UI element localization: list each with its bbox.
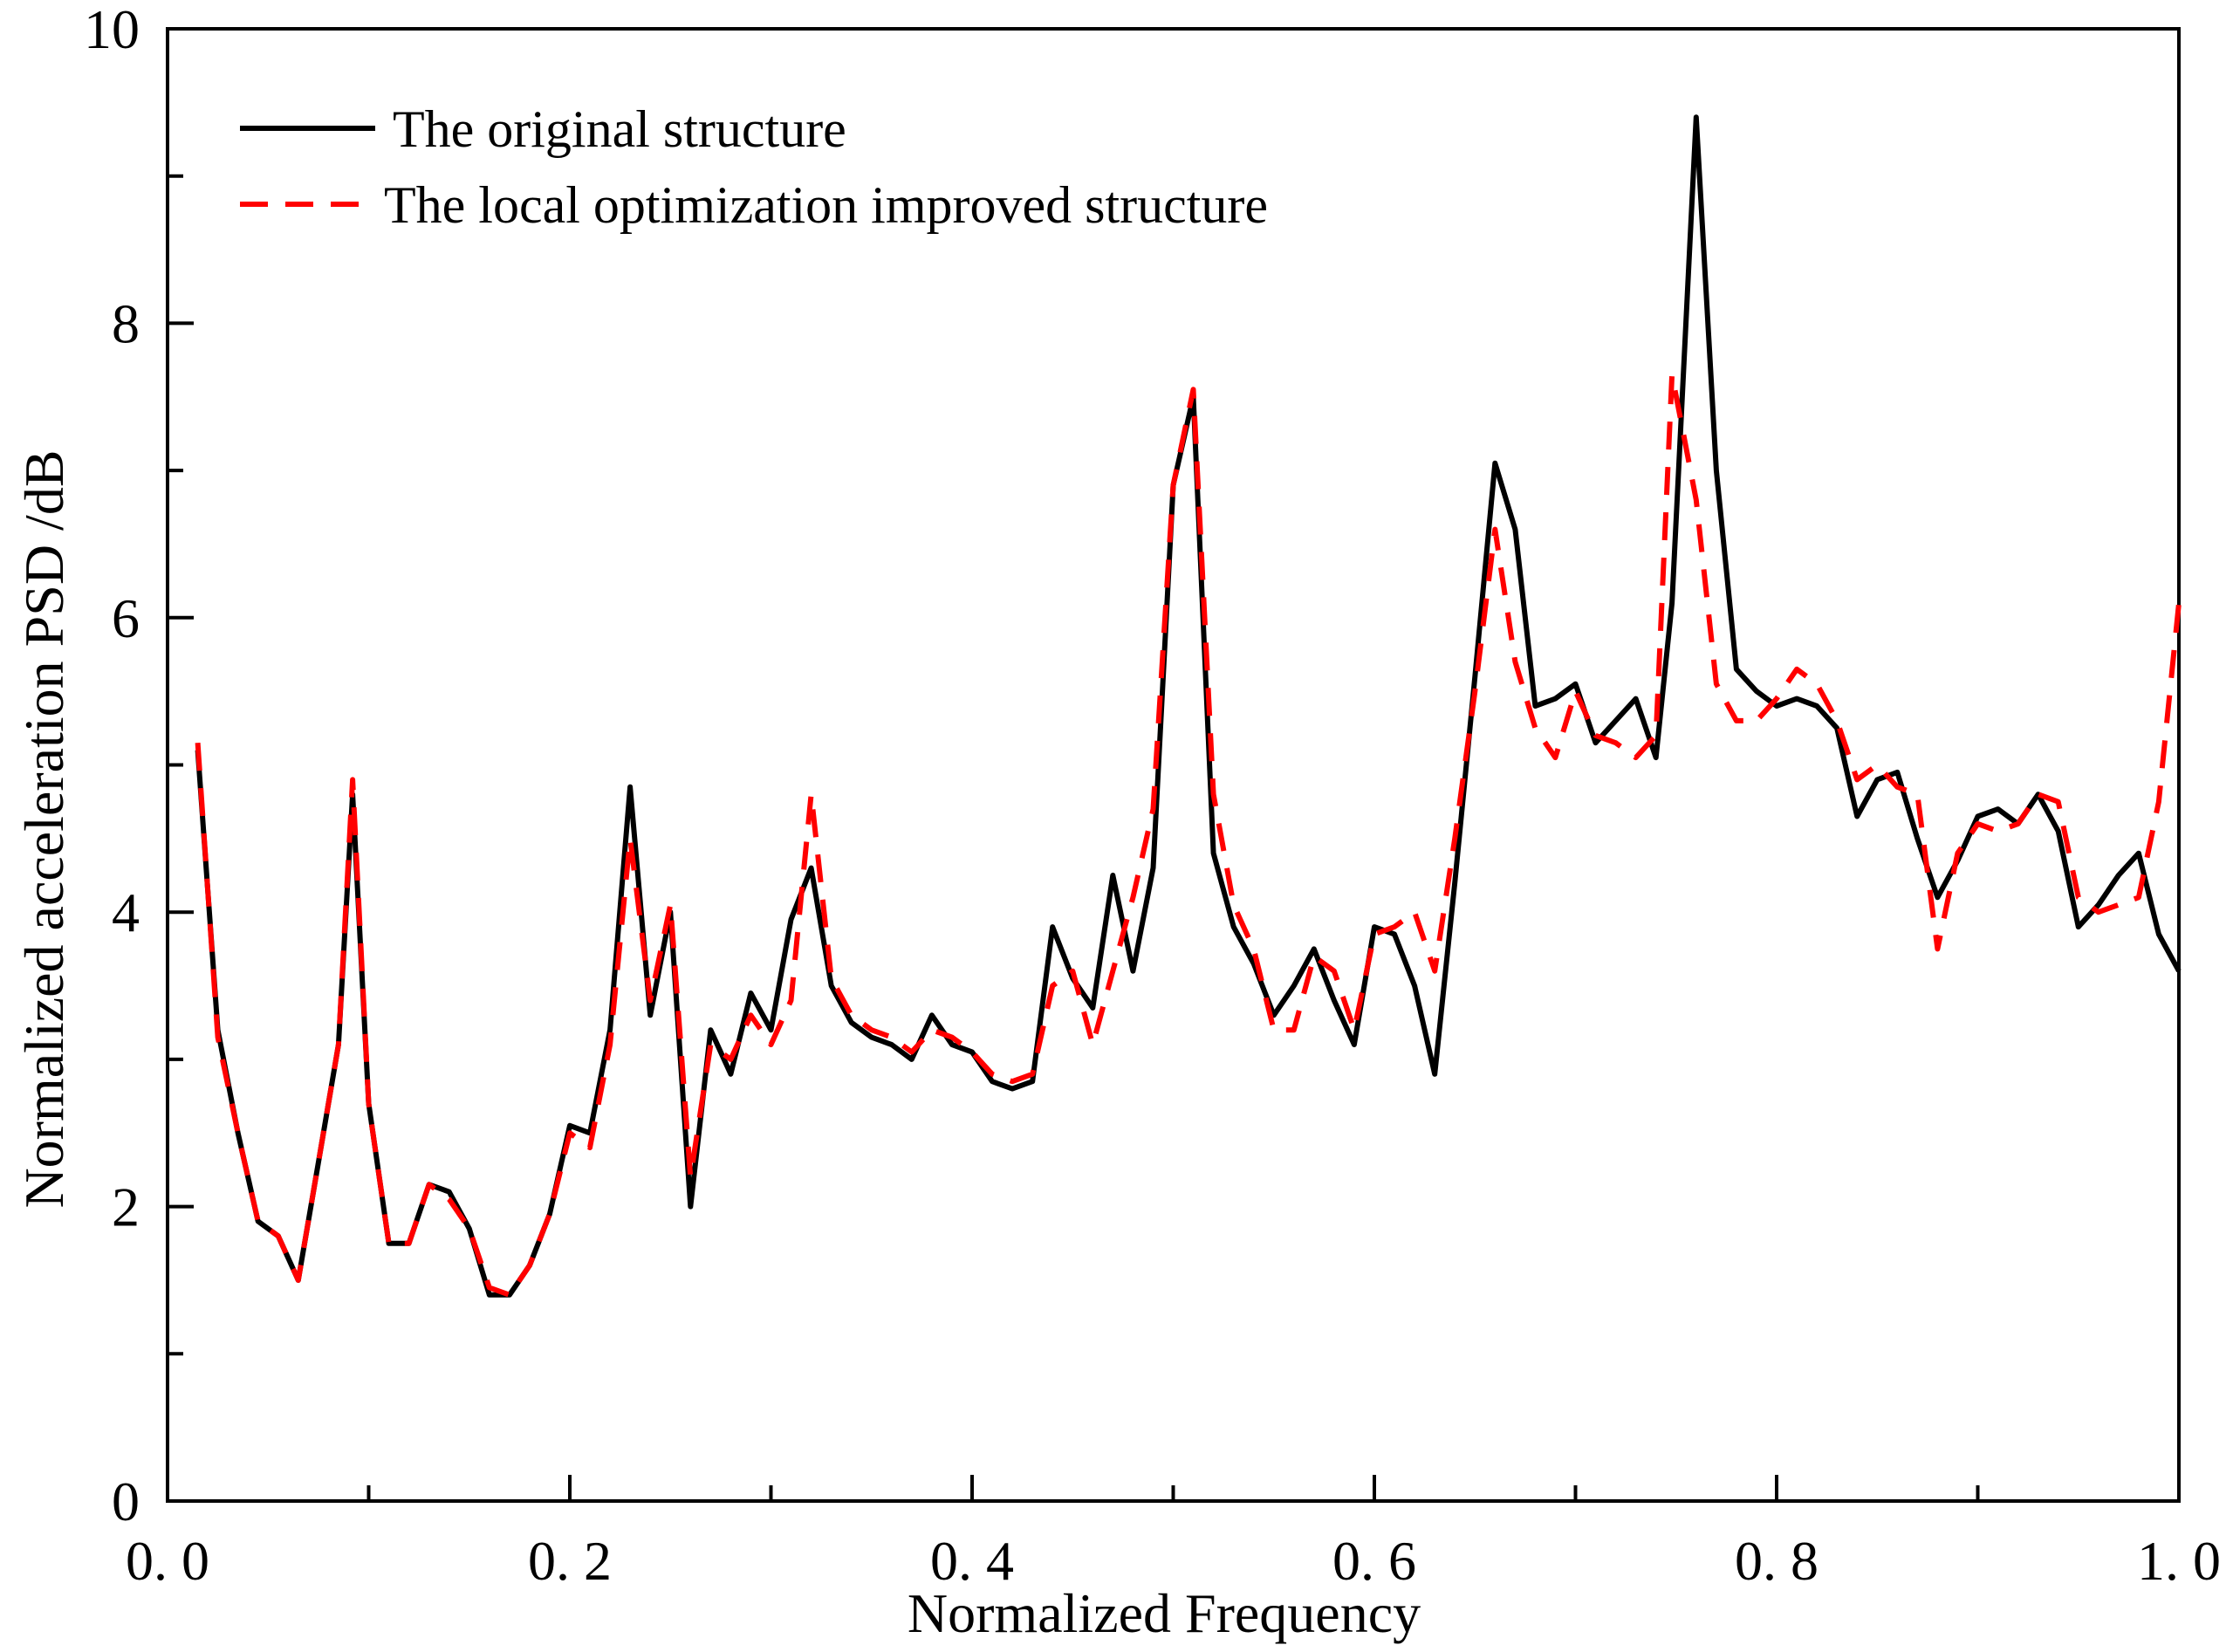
legend: The original structure The local optimiz… (240, 100, 1268, 234)
y-tick-label: 8 (112, 292, 140, 354)
x-tick-label: 0. 4 (930, 1530, 1014, 1592)
plot-frame (166, 27, 2181, 1503)
x-tick-label: 0. 2 (528, 1530, 612, 1592)
legend-label-original: The original structure (393, 100, 846, 158)
y-axis-title: Normalized acceleration PSD /dB (13, 449, 75, 1208)
x-tick-label: 0. 6 (1332, 1530, 1416, 1592)
y-tick-label: 0 (112, 1470, 140, 1532)
x-tick-label: 0. 0 (126, 1530, 209, 1592)
x-tick-label: 1. 0 (2137, 1530, 2221, 1592)
x-tick-label: 0. 8 (1735, 1530, 1819, 1592)
x-axis-title: Normalized Frequency (908, 1582, 1421, 1644)
plot-border (166, 27, 2181, 1503)
x-axis-ticks: 0. 0 0. 2 0. 4 0. 6 0. 8 1. 0 (126, 1475, 2221, 1592)
series-line-improved (195, 372, 2182, 1298)
y-tick-label: 10 (84, 0, 140, 60)
y-axis-ticks: 0 2 4 6 8 10 (84, 0, 194, 1532)
series-layer (195, 114, 2182, 1298)
y-tick-label: 4 (112, 881, 140, 943)
series-line-original (195, 114, 2182, 1298)
y-tick-label: 2 (112, 1176, 140, 1238)
legend-label-improved: The local optimization improved structur… (384, 176, 1268, 234)
y-tick-label: 6 (112, 587, 140, 649)
